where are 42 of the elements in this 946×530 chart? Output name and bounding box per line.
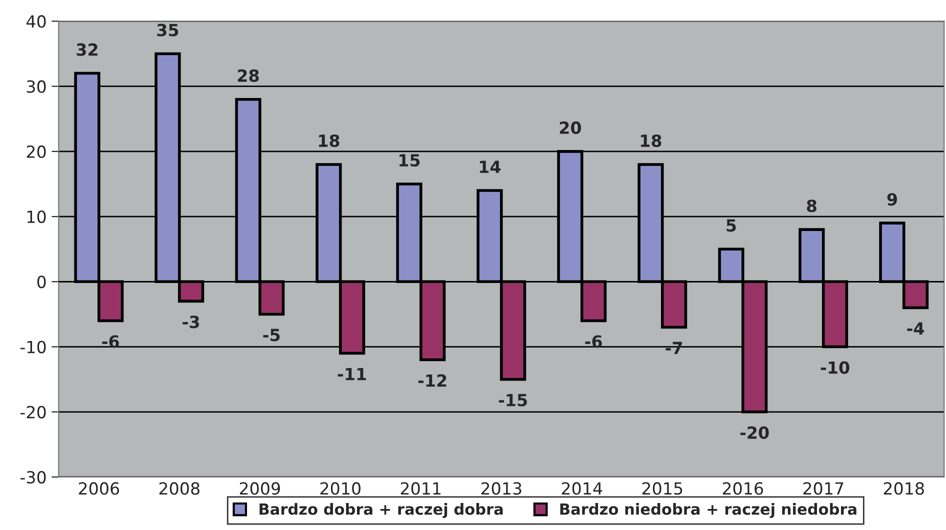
legend-label: Bardzo dobra + raczej dobra xyxy=(260,503,503,518)
y-tick-label: 40 xyxy=(26,15,46,28)
x-tick-label: 2011 xyxy=(400,482,441,495)
data-label: 20 xyxy=(560,121,582,134)
x-tick-label: 2017 xyxy=(803,482,844,495)
x-tick-label: 2010 xyxy=(320,482,360,495)
data-label: 18 xyxy=(319,134,340,148)
y-tick-label: -10 xyxy=(20,340,46,354)
x-tick-label: 2018 xyxy=(884,482,924,495)
data-label: 28 xyxy=(238,69,259,82)
data-label: -5 xyxy=(263,328,280,342)
data-label: 18 xyxy=(640,134,662,148)
data-label: -6 xyxy=(585,335,602,348)
x-tick-label: 2013 xyxy=(481,482,522,495)
x-tick-label: 2008 xyxy=(159,482,200,495)
data-label: 32 xyxy=(76,43,98,56)
data-label: -20 xyxy=(740,426,769,439)
x-tick-label: 2014 xyxy=(562,482,602,495)
data-label: -10 xyxy=(820,361,850,374)
y-tick-label: -20 xyxy=(20,406,46,418)
data-label: 35 xyxy=(157,24,178,36)
data-label: -12 xyxy=(418,374,446,387)
x-tick-label: 2009 xyxy=(240,482,280,495)
x-tick-label: 2016 xyxy=(722,482,764,495)
data-label: 9 xyxy=(887,193,897,206)
legend-label: Bardzo niedobra + raczej niedobra xyxy=(560,503,856,518)
data-label: 14 xyxy=(480,160,501,173)
data-label: -15 xyxy=(498,394,527,406)
y-tick-label: 30 xyxy=(26,80,46,93)
data-label: -11 xyxy=(338,368,366,380)
data-label: -6 xyxy=(102,335,119,348)
x-tick-label: 2006 xyxy=(78,482,120,495)
data-label: 15 xyxy=(399,154,420,167)
y-tick-label: -30 xyxy=(20,470,46,484)
data-label: -4 xyxy=(907,322,924,335)
data-label: 8 xyxy=(806,200,816,212)
x-tick-label: 2015 xyxy=(642,482,682,495)
y-tick-label: 10 xyxy=(27,210,46,224)
data-label: -3 xyxy=(182,316,199,328)
data-label: 5 xyxy=(726,219,736,232)
y-tick-label: 0 xyxy=(37,276,46,288)
y-tick-label: 20 xyxy=(26,145,46,158)
